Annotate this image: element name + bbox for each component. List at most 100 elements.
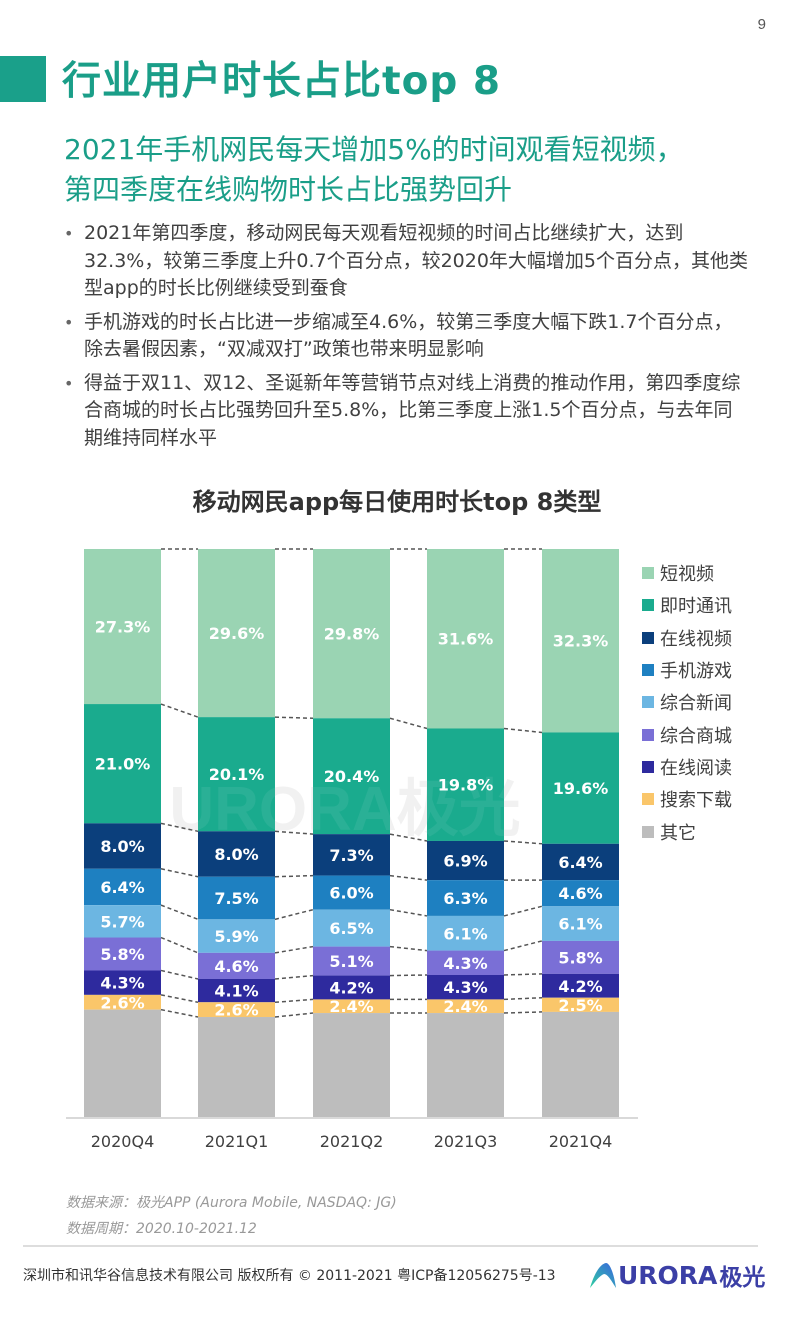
- bar-segment: [427, 915, 504, 951]
- bar-segment: [84, 970, 161, 995]
- connector-line: [274, 830, 314, 835]
- data-label: 4.1%: [214, 982, 258, 1001]
- page-subtitle: 2021年手机网民每天增加5%的时间观看短视频， 第四季度在线购物时长占比强势回…: [64, 130, 684, 210]
- bar-segment: [542, 997, 619, 1012]
- legend-swatch: [642, 825, 654, 838]
- bar-segment: [198, 919, 275, 953]
- bullet-list: • 2021年第四季度，移动网民每天观看短视频的时间占比继续扩大，达到32.3%，…: [60, 220, 750, 458]
- connector-line: [160, 969, 199, 980]
- data-label: 4.2%: [329, 978, 373, 997]
- bar-segment: [198, 1002, 275, 1018]
- data-label: 8.0%: [214, 845, 258, 864]
- data-label: 19.6%: [553, 779, 609, 798]
- data-label: 20.4%: [324, 767, 380, 786]
- bar-stack: [198, 549, 275, 1117]
- data-label: 4.6%: [214, 957, 258, 976]
- data-label: 5.8%: [558, 948, 602, 967]
- subtitle-line: 第四季度在线购物时长占比强势回升: [64, 173, 513, 206]
- data-label: 6.3%: [443, 889, 487, 908]
- data-label: 29.6%: [209, 624, 265, 643]
- bar-segment: [542, 973, 619, 998]
- connector-line: [274, 716, 314, 720]
- bullet-text: 2021年第四季度，移动网民每天观看短视频的时间占比继续扩大，达到32.3%，较…: [84, 222, 749, 299]
- data-label: 21.0%: [95, 755, 151, 774]
- bullet-dot-icon: •: [64, 224, 74, 243]
- bar-segment: [427, 999, 504, 1014]
- legend-label: 综合商城: [660, 725, 732, 747]
- connector-line: [160, 868, 199, 878]
- aurora-logo: URORA 极光: [588, 1258, 765, 1292]
- bullet-text: 得益于双11、双12、圣诞新年等营销节点对线上消费的推动作用，第四季度综合商城的…: [84, 371, 741, 449]
- bar-segment: [198, 952, 275, 979]
- legend-label: 其它: [660, 822, 696, 844]
- connector-line: [274, 998, 314, 1004]
- legend-swatch: [642, 696, 654, 709]
- connector-line: [503, 840, 543, 845]
- data-label: 2.5%: [558, 996, 602, 1015]
- bar-segment: [427, 975, 504, 1000]
- connector-line: [160, 904, 199, 921]
- bar-segment: [84, 868, 161, 906]
- bar-stack: [84, 549, 161, 1117]
- bar-segment: [542, 732, 619, 844]
- bar-segment: [427, 840, 504, 881]
- bullet-dot-icon: •: [64, 373, 74, 393]
- connector-line: [503, 905, 543, 917]
- legend-swatch: [642, 793, 654, 806]
- legend-swatch: [642, 567, 654, 580]
- bar-segment: [427, 1013, 504, 1117]
- bar-segment: [542, 906, 619, 941]
- bar-segment: [84, 937, 161, 971]
- bar-stack: [313, 549, 390, 1117]
- data-label: 5.8%: [100, 945, 144, 964]
- connector-line: [389, 874, 428, 881]
- bar-segment: [427, 549, 504, 729]
- connector-line: [389, 974, 428, 977]
- bar-segment: [542, 940, 619, 974]
- legend-item: 在线视频: [642, 622, 732, 654]
- legend-label: 搜索下载: [660, 790, 732, 812]
- connector-line: [503, 996, 543, 1001]
- aurora-logo-icon: [590, 1263, 616, 1288]
- data-label: 6.9%: [443, 852, 487, 871]
- legend-label: 综合新闻: [660, 693, 732, 715]
- data-label: 5.1%: [329, 952, 373, 971]
- bar-segment: [427, 950, 504, 975]
- bullet-dot-icon: •: [64, 312, 74, 332]
- connector-line: [160, 822, 199, 833]
- data-label: 4.3%: [443, 978, 487, 997]
- logo-cn-text: 极光: [719, 1265, 766, 1291]
- connector-line: [389, 908, 428, 917]
- connector-line: [389, 945, 428, 952]
- data-label: 6.4%: [558, 853, 602, 872]
- bar-segment: [313, 1013, 390, 1117]
- legend-swatch: [642, 599, 654, 612]
- watermark-overlay: URORA极光: [169, 775, 520, 844]
- connector-line: [389, 833, 428, 842]
- data-label: 19.8%: [438, 776, 494, 795]
- data-label: 2.6%: [214, 1001, 258, 1020]
- bar-segment: [84, 1009, 161, 1117]
- legend-item: 即时通讯: [642, 589, 732, 621]
- chart-title: 移动网民app每日使用时长top 8类型: [192, 488, 602, 516]
- bar-segment: [84, 704, 161, 824]
- source-line: 数据来源：极光APP (Aurora Mobile, NASDAQ: JG): [66, 1195, 397, 1211]
- data-label: 2.6%: [100, 993, 144, 1012]
- bar-segment: [313, 946, 390, 976]
- legend-label: 在线视频: [660, 628, 732, 650]
- bar-segment: [542, 880, 619, 907]
- x-tick-label: 2020Q4: [91, 1132, 155, 1151]
- connector-line: [160, 994, 199, 1003]
- bullet-text: 手机游戏的时长占比进一步缩减至4.6%，较第三季度大幅下跌1.7个百分点，除去暑…: [84, 310, 733, 361]
- data-label: 6.0%: [329, 884, 373, 903]
- data-label: 2.4%: [443, 997, 487, 1016]
- connector-line: [503, 973, 543, 976]
- connector-line: [160, 936, 199, 954]
- bar-segment: [198, 1017, 275, 1117]
- connector-line: [274, 1012, 314, 1018]
- data-label: 8.0%: [100, 837, 144, 856]
- bar-segment: [542, 843, 619, 881]
- chart-legend: 短视频 即时通讯 在线视频 手机游戏 综合新闻 综合商城 在线阅读 搜索下载 其它: [642, 557, 732, 848]
- data-label: 6.4%: [100, 878, 144, 897]
- stacked-bar-chart: URORA极光URORA极光27.3%29.6%29.8%31.6%32.3%2…: [66, 548, 638, 1151]
